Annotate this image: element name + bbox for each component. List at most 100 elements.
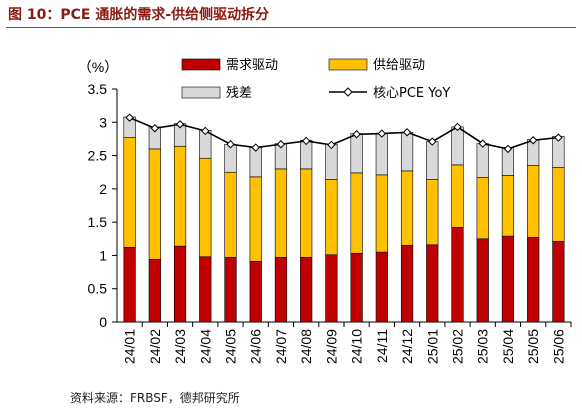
bar-demand xyxy=(527,237,540,323)
y-tick-label: 1.5 xyxy=(88,214,108,230)
bar-residual xyxy=(375,133,388,176)
bar-demand xyxy=(375,251,388,323)
x-tick-label: 25/03 xyxy=(475,329,491,364)
core-pce-point xyxy=(276,140,286,149)
x-tick-label: 25/06 xyxy=(550,329,566,364)
y-tick-label: 3 xyxy=(99,114,107,130)
core-pce-point xyxy=(478,139,487,148)
core-pce-point xyxy=(150,124,160,133)
bar-supply xyxy=(375,174,388,253)
legend-swatch-demand xyxy=(181,58,221,71)
legend-label-supply: 供给驱动 xyxy=(373,58,425,73)
bar-demand xyxy=(249,261,262,323)
bar-demand xyxy=(274,257,288,323)
bar-residual xyxy=(350,133,363,174)
x-tick-label: 24/06 xyxy=(248,329,264,364)
bar-supply xyxy=(274,168,288,258)
bar-demand xyxy=(451,227,464,323)
legend-label-demand: 需求驱动 xyxy=(226,58,278,73)
core-pce-line xyxy=(129,116,559,150)
bar-residual xyxy=(400,131,414,172)
bar-demand xyxy=(300,257,313,323)
bar-demand xyxy=(148,259,161,323)
core-pce-point xyxy=(175,120,185,129)
bar-demand xyxy=(199,256,212,323)
chart-title: 图 10：PCE 通胀的需求-供给侧驱动拆分 xyxy=(8,7,270,23)
y-tick-label: 2.5 xyxy=(88,148,108,164)
bar-supply xyxy=(350,172,363,254)
core-pce-point xyxy=(251,143,260,152)
y-tick-label: 2 xyxy=(99,181,107,197)
legend: 需求驱动 供给驱动 残差 核心PCE YoY xyxy=(181,58,450,101)
bar-supply xyxy=(300,168,313,258)
x-tick-label: 25/02 xyxy=(450,329,466,364)
bar-demand xyxy=(476,238,489,323)
bar-supply xyxy=(123,137,136,248)
bar-supply xyxy=(476,177,489,240)
core-pce-point xyxy=(503,144,513,154)
core-pce-point xyxy=(327,140,336,150)
bar-demand xyxy=(173,245,187,323)
y-tick-label: 3.5 xyxy=(88,81,108,97)
bar-supply xyxy=(249,176,262,262)
bar-residual xyxy=(325,143,338,180)
bar-supply xyxy=(199,157,212,258)
bar-residual xyxy=(249,147,262,178)
bar-demand xyxy=(123,247,136,323)
x-tick-label: 24/08 xyxy=(298,329,314,364)
y-tick-label: 0.5 xyxy=(88,281,108,297)
legend-marker-core-pce xyxy=(343,87,353,97)
bar-supply xyxy=(426,179,439,246)
core-pce-point xyxy=(402,128,412,137)
plot-area: 0 0.5 1 1.5 2 2.5 3 3.5 24/01 24/02 24/03 24/04 24/0… xyxy=(88,81,572,364)
x-tick-label: 24/11 xyxy=(374,329,390,363)
source-note: 资料来源：FRBSF，德邦研究所 xyxy=(70,391,240,405)
bar-demand xyxy=(350,253,363,323)
legend-label-residual: 残差 xyxy=(226,86,252,101)
bar-supply xyxy=(501,175,515,237)
legend-label-core-pce: 核心PCE YoY xyxy=(373,86,450,101)
bar-supply xyxy=(173,145,187,247)
bar-supply xyxy=(527,165,540,238)
core-pce-point xyxy=(377,129,387,138)
bar-demand xyxy=(325,254,338,323)
x-tick-label: 24/10 xyxy=(349,329,365,364)
core-pce-point xyxy=(201,126,210,136)
bar-supply xyxy=(552,167,565,242)
y-axis-unit-label: （%） xyxy=(78,59,118,75)
core-pce-point xyxy=(226,140,235,149)
x-tick-label: 25/04 xyxy=(500,329,516,364)
core-pce-point xyxy=(352,130,361,139)
title-divider xyxy=(6,27,576,28)
legend-swatch-residual xyxy=(181,86,221,99)
x-tick-label: 25/05 xyxy=(525,329,541,364)
core-pce-point xyxy=(428,137,437,146)
bar-supply xyxy=(148,148,161,260)
x-tick-label: 24/12 xyxy=(399,329,415,364)
bar-demand xyxy=(224,257,237,323)
core-pce-point xyxy=(453,122,462,132)
x-tick-label: 24/04 xyxy=(197,329,213,364)
bar-residual xyxy=(426,141,439,180)
bar-supply xyxy=(451,164,464,228)
x-tick-label: 24/02 xyxy=(147,329,163,364)
bar-supply xyxy=(400,170,414,246)
core-pce-point xyxy=(554,133,563,142)
bar-residual xyxy=(451,126,464,166)
x-tick-label: 24/07 xyxy=(273,329,289,364)
bar-demand xyxy=(501,235,515,323)
x-tick-label: 24/05 xyxy=(223,329,239,364)
bar-demand xyxy=(400,245,414,323)
bar-demand xyxy=(552,241,565,323)
x-tick-label: 24/03 xyxy=(172,329,188,364)
y-tick-label: 0 xyxy=(99,314,107,330)
y-tick-label: 1 xyxy=(99,247,107,263)
bar-residual xyxy=(476,143,489,178)
bar-demand xyxy=(426,244,439,323)
core-pce-point xyxy=(125,113,134,122)
bar-supply xyxy=(224,171,237,258)
x-tick-label: 24/01 xyxy=(122,329,138,364)
bar-supply xyxy=(325,179,338,256)
core-pce-point xyxy=(301,136,311,146)
